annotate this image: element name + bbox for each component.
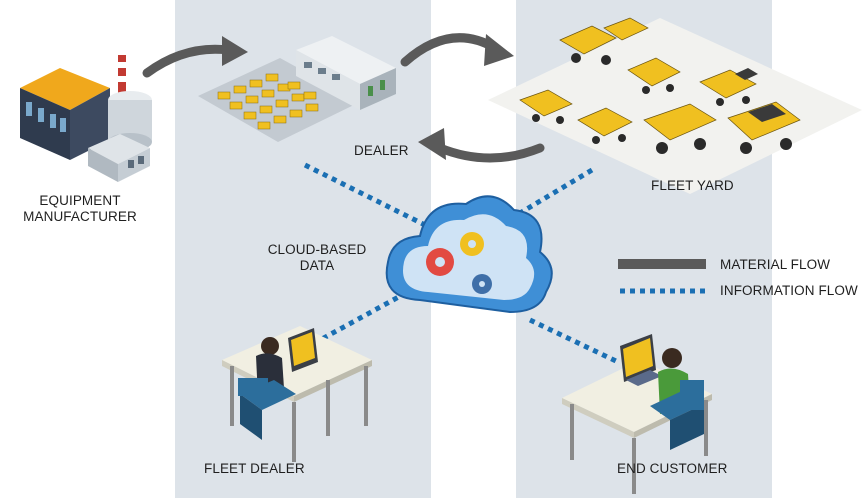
cloud-data-label-line1: CLOUD-BASED	[267, 242, 367, 257]
legend	[618, 259, 706, 294]
dealer-label: DEALER	[354, 143, 409, 158]
manufacturer-label: EQUIPMENT MANUFACTURER	[10, 193, 150, 225]
fleet-dealer-illustration	[222, 326, 372, 462]
end-customer-illustration	[562, 334, 712, 494]
cloud-illustration	[385, 195, 553, 314]
fleet-yard-label: FLEET YARD	[651, 178, 734, 193]
manufacturer-label-line1: EQUIPMENT	[39, 193, 121, 208]
cloud-data-label-line2: DATA	[299, 258, 335, 273]
end-customer-label: END CUSTOMER	[617, 461, 728, 476]
legend-material-flow-swatch	[618, 259, 706, 269]
dealer-illustration	[198, 36, 396, 142]
fleet-yard-illustration	[488, 17, 862, 194]
manufacturer-label-line2: MANUFACTURER	[23, 209, 137, 224]
info-line-dealer	[303, 162, 427, 228]
info-line-fleet-dealer	[318, 285, 417, 343]
fleet-dealer-label: FLEET DEALER	[204, 461, 305, 476]
arrow-manufacturer-to-dealer	[142, 44, 233, 78]
arrow-fleetyard-to-dealer	[435, 143, 545, 163]
info-line-end-customer	[528, 317, 620, 365]
factory-illustration	[20, 55, 152, 182]
material-arrowheads	[222, 34, 514, 160]
legend-material-flow-label: MATERIAL FLOW	[720, 257, 831, 272]
legend-information-flow-label: INFORMATION FLOW	[720, 283, 858, 298]
cloud-data-label: CLOUD-BASED DATA	[262, 242, 372, 274]
